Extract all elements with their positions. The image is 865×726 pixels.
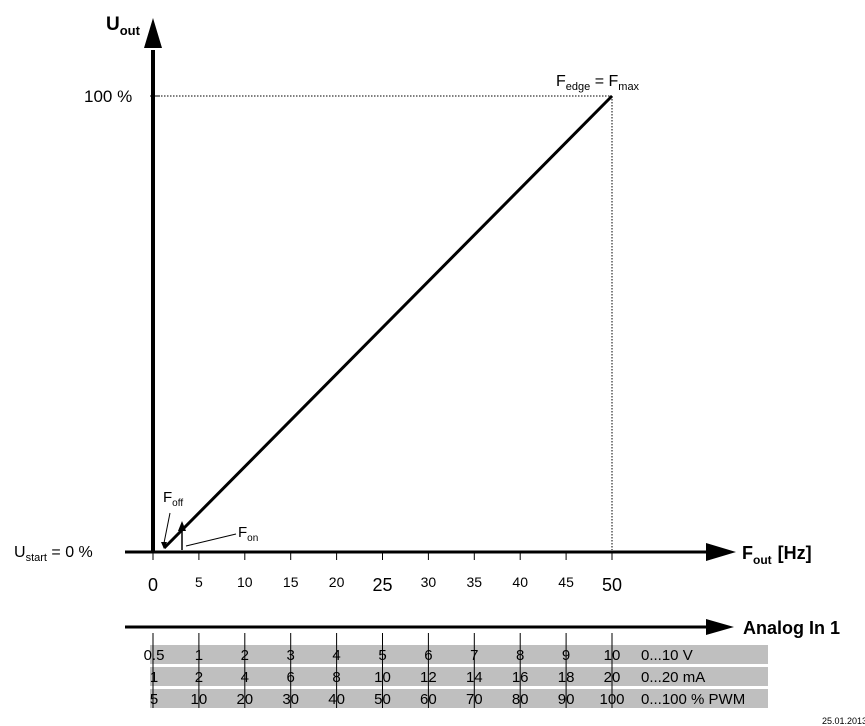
x-tick-label-25: 25: [372, 575, 392, 595]
x-tick-label-15: 15: [283, 574, 299, 590]
fon-leader-line: [185, 533, 237, 547]
x-tick-label-30: 30: [421, 574, 437, 590]
ustart-label: Ustart = 0 %: [14, 544, 93, 564]
table-unit-1: 0...20 mA: [641, 669, 705, 686]
x-axis-arrow: [706, 543, 736, 561]
foff-label: Foff: [163, 489, 183, 509]
table-unit-0: 0...10 V: [641, 647, 693, 664]
date-stamp: 25.01.2013: [822, 716, 865, 726]
fon-label: Fon: [238, 524, 258, 544]
x-tick-label-5: 5: [195, 574, 203, 590]
fedge-fmax-label: Fedge = Fmax: [556, 73, 640, 93]
x-tick-label-0: 0: [148, 575, 158, 595]
table-row-bg-1: [150, 667, 768, 686]
foff-leader-line: [163, 512, 171, 544]
x-tick-label-20: 20: [329, 574, 345, 590]
foff-down-arrow: [161, 542, 167, 549]
table-row-bg-0: [150, 645, 768, 664]
x-tick-label-10: 10: [237, 574, 253, 590]
x-tick-label-50: 50: [602, 575, 622, 595]
x-tick-label-40: 40: [512, 574, 528, 590]
fon-up-arrow-head: [178, 521, 186, 531]
table-row-bg-2: [150, 689, 768, 708]
x-tick-label-45: 45: [558, 574, 574, 590]
table-cell-0-0: 0.5: [144, 647, 165, 664]
y-axis-label: Uout: [106, 14, 141, 38]
y-tick-100-label: 100 %: [84, 87, 132, 106]
x-axis-label: Fout [Hz]: [742, 543, 812, 567]
x-tick-label-35: 35: [467, 574, 483, 590]
table-cell-2-0: 5: [150, 691, 158, 708]
y-axis-arrow: [144, 18, 162, 48]
analog-in-label: Analog In 1: [743, 618, 840, 638]
characteristic-line: [163, 94, 614, 550]
table-cell-1-0: 1: [150, 669, 158, 686]
analog-axis-arrow: [706, 619, 734, 635]
table-unit-2: 0...100 % PWM: [641, 691, 745, 708]
